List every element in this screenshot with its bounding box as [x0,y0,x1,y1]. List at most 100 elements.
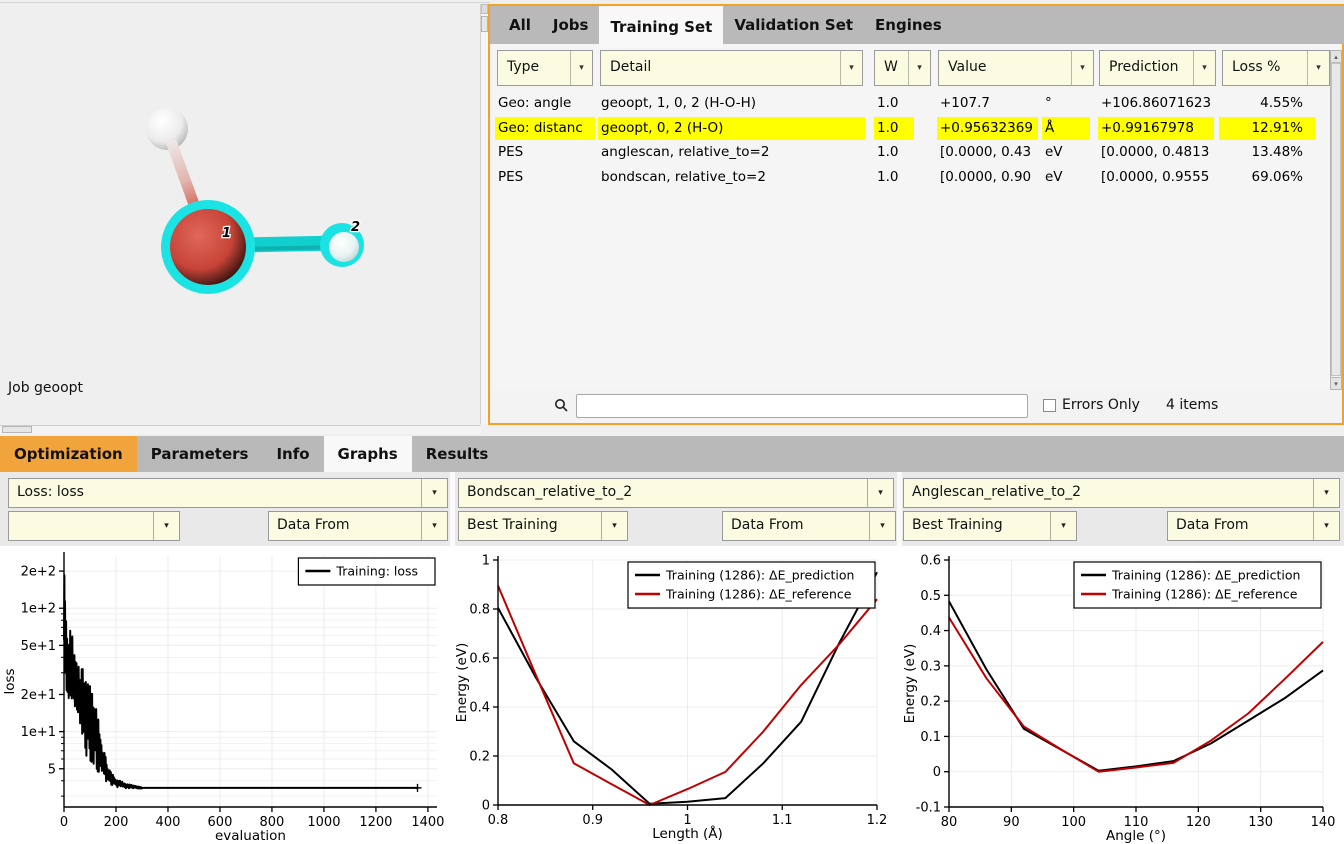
graph-2-datafrom-select[interactable]: Data From▾ [1167,511,1340,541]
graph-0-series-select[interactable]: ▾ [8,511,180,541]
scrollbar-button[interactable] [481,4,488,14]
chevron-down-icon[interactable]: ▾ [601,512,627,540]
y-tick-label: 0.5 [920,589,941,604]
tab-results[interactable]: Results [412,436,503,472]
chevron-down-icon[interactable]: ▾ [1313,479,1339,507]
tab-info[interactable]: Info [262,436,323,472]
table-cell-w[interactable]: 1.0 [874,166,914,189]
dropdown-value: Data From [277,517,350,533]
filter-dropdown-icon[interactable]: ▾ [570,51,592,85]
y-tick-label: 5 [48,762,56,777]
molecule-viewport[interactable]: 1 2 Job geoopt [0,0,488,434]
scrollbar-thumb[interactable] [481,16,488,32]
tab-optimization[interactable]: Optimization [0,436,137,472]
table-cell-w[interactable]: 1.0 [874,117,914,140]
x-tick-label: 1400 [411,815,444,830]
chevron-down-icon[interactable]: ▾ [1050,512,1076,540]
tab-validation-set[interactable]: Validation Set [723,6,864,44]
y-axis-label: Energy (eV) [902,644,918,724]
column-header-type[interactable]: Type ▾ [497,50,593,86]
x-tick-label: 200 [104,815,129,830]
filter-dropdown-icon[interactable]: ▾ [840,51,862,85]
table-cell-w[interactable]: 1.0 [874,92,914,115]
table-cell-detail[interactable]: bondscan, relative_to=2 [598,166,865,189]
table-cell-unit[interactable]: eV [1042,166,1090,189]
y-tick-label: 0.6 [469,652,490,667]
chevron-down-icon[interactable]: ▾ [421,479,447,507]
table-cell-type[interactable]: PES [495,141,595,164]
scroll-down-icon[interactable]: ▾ [1331,377,1341,389]
errors-only-checkbox[interactable] [1043,399,1056,412]
graph-0-source-select[interactable]: Loss: loss▾ [8,478,448,508]
table-cell-prediction[interactable]: [0.0000, 0.9555 [1098,166,1214,189]
x-axis-label: Angle (°) [1106,828,1166,844]
tab-engines[interactable]: Engines [864,6,953,44]
table-cell-prediction[interactable]: +0.99167978 [1098,117,1214,140]
job-caption: Job geoopt [8,380,83,396]
column-header-prediction[interactable]: Prediction▾ [1099,50,1216,86]
table-cell-prediction[interactable]: +106.86071623 [1098,92,1214,115]
column-header-loss[interactable]: Loss %▾ [1222,50,1330,86]
scrollbar-thumb[interactable] [2,426,32,433]
table-cell-value[interactable]: [0.0000, 0.90 [937,166,1038,189]
table-cell-value[interactable]: +0.95632369 [937,117,1038,140]
tab-graphs[interactable]: Graphs [324,436,412,472]
chevron-down-icon[interactable]: ▾ [867,479,893,507]
table-cell-type[interactable]: Geo: distanc [495,117,595,140]
tab-parameters[interactable]: Parameters [137,436,263,472]
molecule-3d-view[interactable]: 1 2 [0,0,488,434]
table-cell-w[interactable]: 1.0 [874,141,914,164]
dropdown-value: Bondscan_relative_to_2 [467,484,632,500]
oxygen-atom-selected[interactable] [161,200,255,294]
filter-dropdown-icon[interactable]: ▾ [1193,51,1215,85]
y-tick-label: 0.8 [469,603,490,618]
table-cell-loss[interactable]: 4.55% [1219,92,1315,115]
graph-1-series-select[interactable]: Best Training▾ [458,511,628,541]
chart-anglescan: 8090100110120130140-0.100.10.20.30.40.50… [900,546,1344,844]
y-tick-label: 0 [933,765,941,780]
column-header-value[interactable]: Value▾ [938,50,1094,86]
table-cell-loss[interactable]: 13.48% [1219,141,1315,164]
table-cell-unit[interactable]: ° [1042,92,1090,115]
column-header-detail[interactable]: Detail▾ [600,50,863,86]
graph-1-source-select[interactable]: Bondscan_relative_to_2 ▾ [458,478,894,508]
filter-dropdown-icon[interactable]: ▾ [1307,51,1329,85]
left-horizontal-scrollbar[interactable] [0,425,481,434]
column-header-label: Type [507,59,539,75]
table-cell-value[interactable]: [0.0000, 0.43 [937,141,1038,164]
chevron-down-icon[interactable]: ▾ [1313,512,1339,540]
y-tick-label: 0.2 [920,695,941,710]
scrollbar-thumb[interactable] [1331,63,1341,376]
graph-1-datafrom-select[interactable]: Data From▾ [722,511,896,541]
tab-jobs[interactable]: Jobs [542,6,600,44]
tab-training-set[interactable]: Training Set [599,6,723,48]
filter-dropdown-icon[interactable]: ▾ [1071,51,1093,85]
table-cell-type[interactable]: PES [495,166,595,189]
x-tick-label: 1200 [359,815,392,830]
filter-input[interactable] [576,394,1028,418]
column-header-w[interactable]: W▾ [874,50,931,86]
table-vertical-scrollbar[interactable]: ▴ ▾ [1330,50,1342,390]
chevron-down-icon[interactable]: ▾ [869,512,895,540]
graph-0-datafrom-select[interactable]: Data From ▾ [268,511,448,541]
table-cell-detail[interactable]: anglescan, relative_to=2 [598,141,865,164]
table-cell-detail[interactable]: geoopt, 0, 2 (H-O) [598,117,865,140]
table-cell-unit[interactable]: Å [1042,117,1090,140]
scroll-up-icon[interactable]: ▴ [1331,51,1341,63]
tab-all[interactable]: All [498,6,542,44]
graph-2-series-select[interactable]: Best Training▾ [903,511,1077,541]
table-cell-detail[interactable]: geoopt, 1, 0, 2 (H-O-H) [598,92,865,115]
graph-2-source-select[interactable]: Anglescan_relative_to_2▾ [903,478,1340,508]
table-cell-value[interactable]: +107.7 [937,92,1038,115]
table-cell-prediction[interactable]: [0.0000, 0.4813 [1098,141,1214,164]
table-footer: Errors Only 4 items [490,390,1342,423]
table-cell-unit[interactable]: eV [1042,141,1090,164]
chevron-down-icon[interactable]: ▾ [421,512,447,540]
table-cell-loss[interactable]: 69.06% [1219,166,1315,189]
table-cell-loss[interactable]: 12.91% [1219,117,1315,140]
chevron-down-icon[interactable]: ▾ [153,512,179,540]
y-tick-label: 0.4 [469,701,490,716]
filter-dropdown-icon[interactable]: ▾ [908,51,930,85]
y-axis-label: loss [2,668,18,694]
table-cell-type[interactable]: Geo: angle [495,92,595,115]
